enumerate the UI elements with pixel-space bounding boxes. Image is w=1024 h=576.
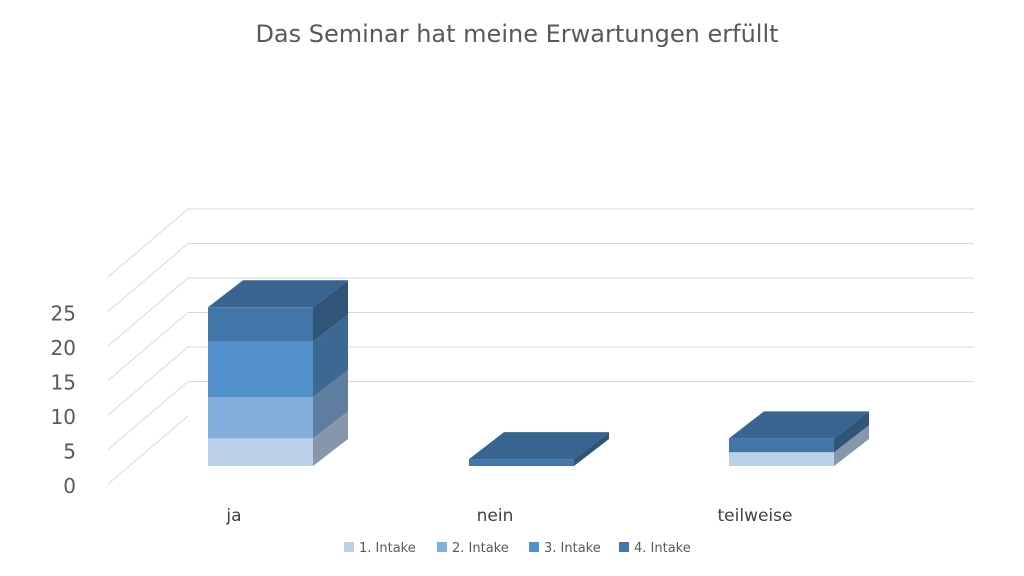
legend-label: 4. Intake	[634, 541, 691, 556]
bar-side	[834, 411, 869, 453]
chart-title: Das Seminar hat meine Erwartungen erfüll…	[255, 20, 778, 48]
bar-segment-ja-2-intake	[208, 370, 348, 439]
legend-item: 1. Intake	[344, 541, 416, 556]
bar-segment-teilweise-1-intake	[729, 425, 869, 466]
bar-side	[313, 370, 348, 439]
legend-swatch	[344, 542, 354, 552]
bar-side	[313, 411, 348, 466]
bar-front	[729, 438, 834, 453]
y-tick-label: 15	[51, 371, 76, 395]
bar-front	[208, 341, 313, 397]
bar-top	[729, 411, 869, 439]
y-tick-label: 10	[51, 405, 76, 429]
bar-front	[729, 452, 834, 466]
bar-side	[313, 280, 348, 342]
y-tick-label: 20	[51, 336, 76, 360]
legend: 1. Intake 2. Intake 3. Intake 4. Intake	[344, 541, 691, 556]
bar-top	[469, 432, 609, 460]
x-category-label: nein	[477, 506, 514, 526]
bar-front	[208, 397, 313, 439]
bar-segment-ja-4-intake	[208, 280, 348, 342]
grid-diagonal	[107, 277, 189, 347]
bar-side	[313, 314, 348, 397]
grid-diagonal	[107, 415, 189, 485]
legend-item: 2. Intake	[437, 541, 509, 556]
y-tick-label: 25	[51, 302, 76, 326]
grid-diagonal	[107, 243, 189, 312]
legend-label: 2. Intake	[452, 541, 509, 556]
bar-front	[208, 307, 313, 342]
bars-layer	[208, 280, 869, 466]
legend-item: 4. Intake	[619, 541, 691, 556]
grid-diagonal	[107, 381, 189, 450]
x-category-label: teilweise	[718, 506, 793, 526]
x-category-label: ja	[225, 506, 241, 526]
legend-swatch	[437, 542, 447, 552]
legend-swatch	[619, 542, 629, 552]
bar-front	[208, 438, 313, 466]
bar-segment-ja-3-intake	[208, 314, 348, 397]
legend-swatch	[529, 542, 539, 552]
bar-top	[208, 280, 348, 308]
legend-label: 3. Intake	[544, 541, 601, 556]
legend-label: 1. Intake	[359, 541, 416, 556]
bar-segment-nein-4-intake	[469, 432, 609, 466]
y-tick-label: 0	[63, 474, 76, 498]
legend-item: 3. Intake	[529, 541, 601, 556]
y-tick-label: 5	[63, 440, 76, 464]
labels-layer: 0 5 10 15 20 25 ja nein teilweise	[51, 302, 793, 527]
bar-segment-teilweise-4-intake	[729, 411, 869, 453]
grid-diagonal	[107, 346, 189, 416]
grid-diagonal	[107, 208, 189, 278]
bar-segment-ja-1-intake	[208, 411, 348, 466]
bar-side	[574, 432, 609, 466]
grid-diagonal	[107, 312, 189, 381]
bar-side	[834, 425, 869, 466]
bar-front	[469, 459, 574, 466]
